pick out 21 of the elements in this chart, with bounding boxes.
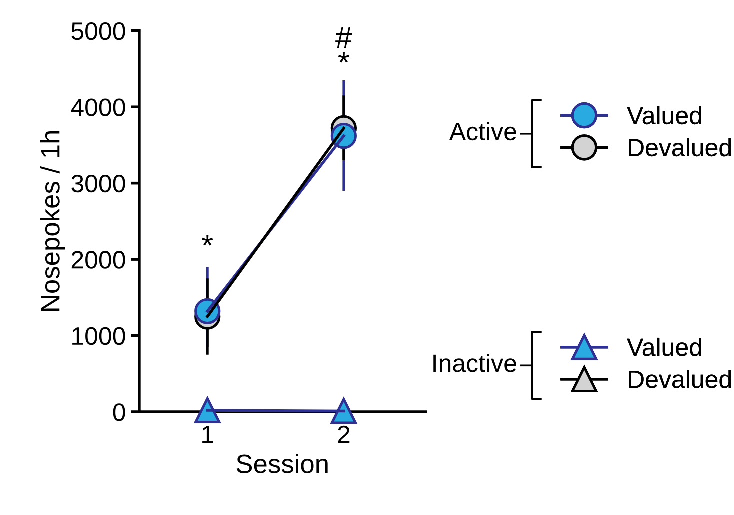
y-tick-label: 5000: [72, 22, 126, 40]
annotation: #: [336, 27, 352, 48]
text: Active: [449, 122, 516, 141]
point: [194, 397, 221, 424]
legend-label: Devalued: [629, 138, 732, 157]
y-tick-label: 4000: [71, 98, 126, 116]
y-tick-label: 1000: [72, 327, 126, 346]
annotation: *: [338, 52, 350, 63]
point: [330, 398, 357, 424]
x-axis-title: Session: [236, 454, 328, 474]
y-tick-label: 2000: [72, 251, 126, 269]
x-tick-label: 2: [338, 426, 350, 444]
annotation: *: [202, 235, 214, 246]
y-tick-label: 3000: [72, 174, 126, 193]
legend-label: Valued: [627, 106, 702, 125]
y-axis-title: Nosepokes / 1h: [40, 131, 66, 311]
text: Inactive: [434, 354, 516, 372]
x-tick-label: 1: [202, 426, 214, 444]
legend-label: Valued: [627, 338, 702, 356]
y-tick-label: 0: [113, 404, 126, 422]
legend-label: Devalued: [629, 370, 732, 388]
